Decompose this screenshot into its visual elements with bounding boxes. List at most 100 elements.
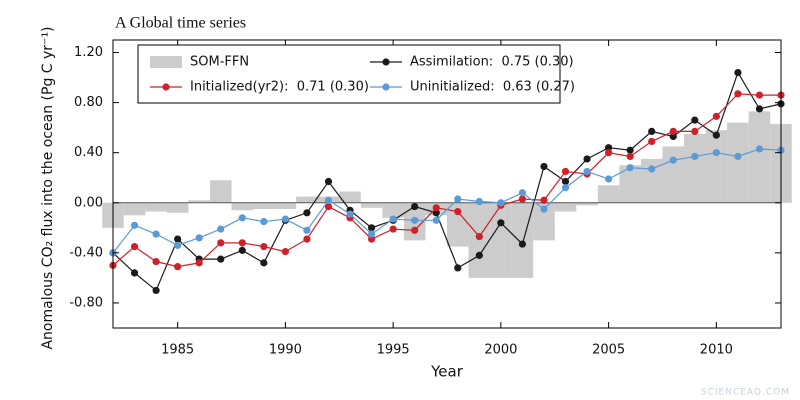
point [411,216,419,224]
point [367,235,376,243]
point [475,197,483,206]
point [755,105,764,113]
x-tick-label: 1995 [377,343,410,358]
point [367,224,376,232]
point [605,144,613,152]
bar [597,185,620,203]
point [324,202,333,211]
point [238,246,246,254]
y-tick-label: -0.80 [69,295,103,310]
bar [339,191,361,203]
point [540,205,548,213]
point [669,132,677,141]
bar [145,202,167,212]
point [174,241,182,249]
point [497,219,505,227]
point [152,230,160,238]
point [281,215,289,223]
legend-label: Initialized(yr2): 0.71 (0.30) [190,80,369,95]
bar [274,202,297,210]
x-tick-label: 1990 [269,343,302,358]
point [540,162,548,171]
bar [188,200,210,203]
point [497,199,505,207]
point [454,195,462,203]
point [217,239,225,247]
point [605,175,613,183]
point [734,90,742,98]
bar [253,202,275,210]
point [648,165,656,173]
y-tick-label: -0.40 [69,245,103,260]
point [324,177,333,186]
point [648,137,656,146]
bar [640,158,663,203]
point [518,189,527,197]
point [626,146,634,154]
bar [684,133,706,203]
point [238,239,246,247]
point [152,286,160,295]
point [712,131,720,139]
point [303,226,311,234]
point [152,258,160,266]
legend-box [137,44,561,104]
point [691,127,699,136]
point [389,225,397,233]
point [583,155,591,163]
point [518,195,527,203]
point [648,127,656,136]
bar [468,202,491,278]
y-tick-label: 0.80 [74,95,103,110]
y-axis-label: Anomalous CO₂ flux into the ocean (Pg C … [40,26,56,349]
legend: SOM-FFN Assimilation: 0.75 (0.30) Initiali… [137,44,575,104]
bar [727,122,749,203]
point [346,210,354,218]
bar [296,196,318,203]
point [260,217,268,226]
y-tick-label: 0.40 [74,145,103,160]
point [195,259,203,267]
legend-swatch [162,83,170,91]
point [712,149,720,157]
legend-label: SOM-FFN [190,55,249,70]
point [260,259,268,267]
point [260,243,268,251]
bar [209,180,232,203]
series-line [112,148,782,254]
point [324,196,333,204]
x-axis-label: Year [430,363,464,381]
point [389,215,397,223]
x-tick-label: 2000 [484,343,517,358]
bar [490,202,512,278]
point [669,156,677,164]
point [561,167,570,176]
point [755,145,764,153]
point [669,127,677,136]
series-line [112,71,782,292]
y-tick-label: 0.00 [74,195,103,210]
point [475,232,483,241]
point [130,243,139,251]
bar [447,202,469,247]
legend-swatch [382,58,390,66]
point [217,255,225,263]
bar [360,202,383,208]
point [130,269,139,277]
bar [619,165,641,203]
point [174,235,182,243]
point [217,225,225,233]
point [303,209,311,217]
chart-title: A Global time series [115,15,246,32]
bar [748,111,771,203]
watermark: SCIENCEAQ.COM [701,388,790,398]
point [432,204,440,212]
y-tick-label: 1.20 [74,45,103,60]
bar [576,202,598,206]
point [475,251,483,259]
point [583,167,591,176]
x-tick-label: 2005 [592,343,625,358]
point [454,264,462,272]
